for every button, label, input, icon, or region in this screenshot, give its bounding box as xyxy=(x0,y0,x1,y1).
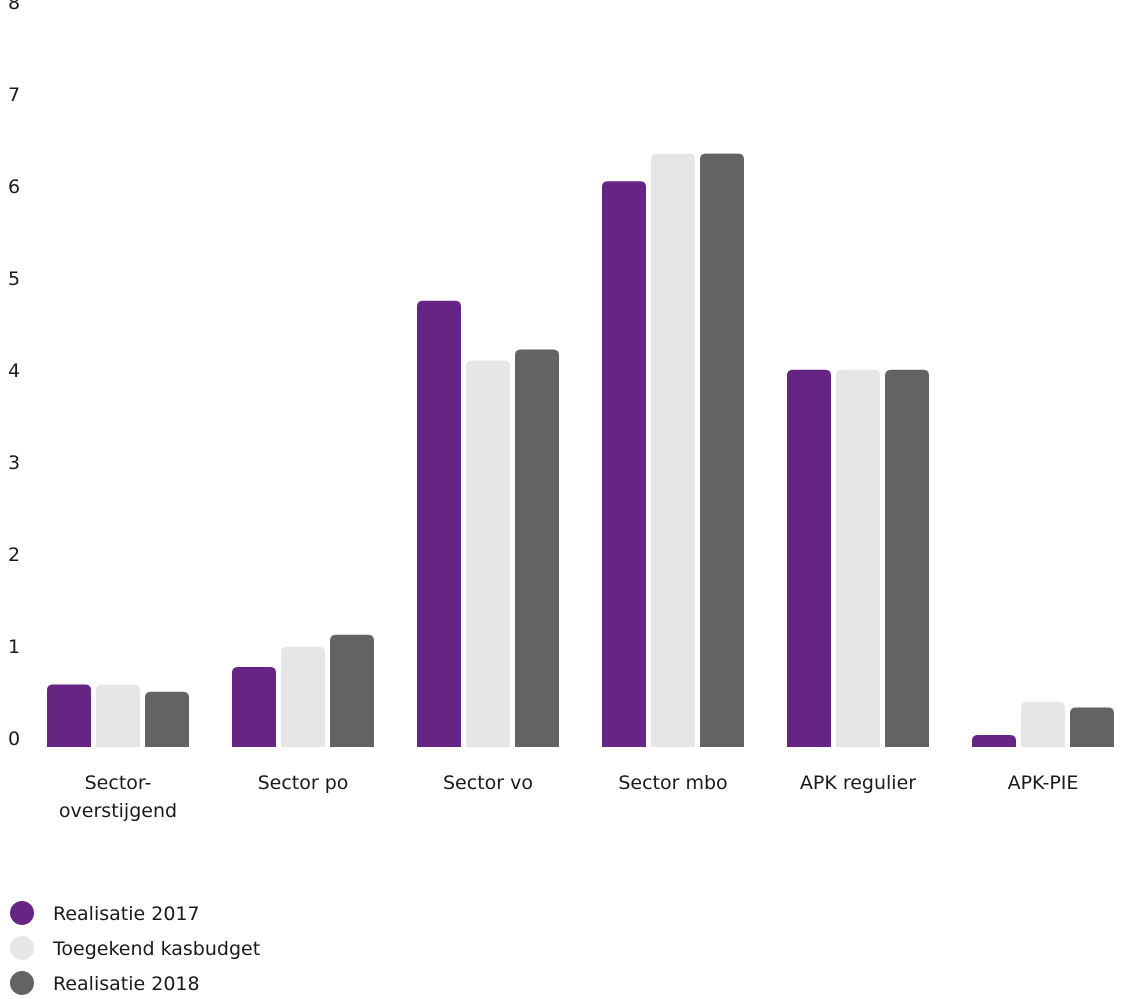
legend-label: Toegekend kasbudget xyxy=(52,938,260,960)
bar xyxy=(96,684,140,747)
bar xyxy=(700,153,744,748)
bar xyxy=(515,349,559,747)
x-axis: Sector-overstijgend Sector po Sector vo Sec… xyxy=(59,772,1078,822)
legend-swatch xyxy=(10,901,34,925)
bar xyxy=(787,369,831,747)
x-tick-label: APK regulier xyxy=(800,772,916,794)
y-tick-label: 2 xyxy=(8,544,20,566)
y-tick-label: 3 xyxy=(8,452,20,474)
x-tick-label: Sector- xyxy=(85,772,152,794)
legend-label: Realisatie 2018 xyxy=(53,973,200,995)
bar xyxy=(602,181,646,747)
x-tick-label: overstijgend xyxy=(59,800,177,822)
bar xyxy=(417,300,461,747)
x-tick-label: Sector mbo xyxy=(618,772,727,794)
bars xyxy=(47,153,1114,748)
bar xyxy=(232,666,276,747)
bar xyxy=(836,369,880,747)
legend: Realisatie 2017 Toegekend kasbudget Realis… xyxy=(10,901,260,995)
legend-label: Realisatie 2017 xyxy=(53,903,200,925)
y-tick-label: 7 xyxy=(8,84,20,106)
bar xyxy=(1070,707,1114,747)
bar xyxy=(972,735,1016,747)
x-tick-label: APK-PIE xyxy=(1008,772,1079,794)
y-tick-label: 6 xyxy=(8,176,20,198)
x-tick-label: Sector po xyxy=(258,772,349,794)
y-tick-label: 8 xyxy=(8,0,20,14)
bar xyxy=(145,691,189,747)
y-tick-label: 0 xyxy=(8,728,20,750)
bar xyxy=(651,153,695,748)
y-tick-label: 4 xyxy=(8,360,20,382)
y-tick-label: 1 xyxy=(8,636,20,658)
legend-swatch xyxy=(10,971,34,995)
legend-swatch xyxy=(10,936,34,960)
bar xyxy=(466,360,510,747)
y-axis: 0 1 2 3 4 5 6 7 8 xyxy=(8,0,20,750)
bar xyxy=(47,684,91,747)
bar xyxy=(885,369,929,747)
bar xyxy=(281,646,325,747)
bar xyxy=(330,634,374,747)
bar xyxy=(1021,701,1065,747)
y-tick-label: 5 xyxy=(8,268,20,290)
x-tick-label: Sector vo xyxy=(443,772,533,794)
